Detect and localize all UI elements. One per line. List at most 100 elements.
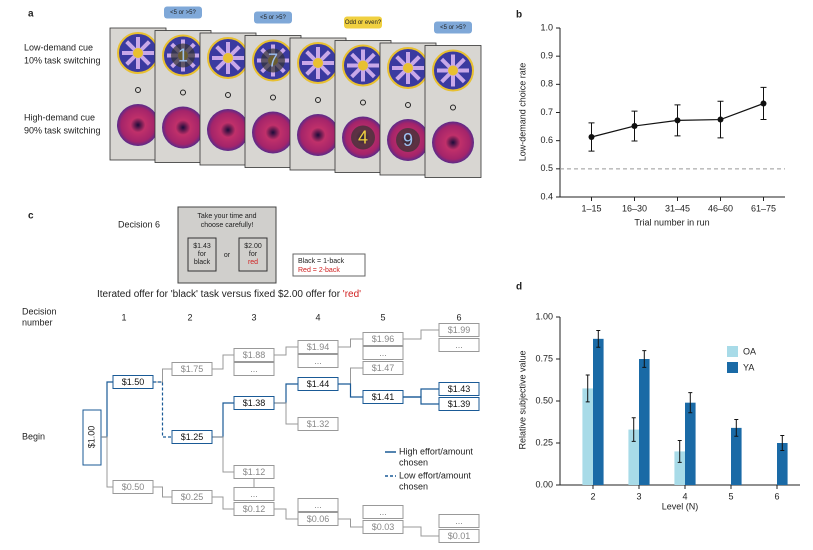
y-tick-label: 0.00 bbox=[535, 479, 553, 489]
fixation bbox=[180, 89, 186, 96]
instruction: choose carefully! bbox=[201, 222, 254, 229]
panel-c: Decision 6 Take your time and choose caref… bbox=[22, 206, 480, 543]
tree-edge bbox=[403, 329, 439, 340]
y-tick-label: 0.8 bbox=[540, 79, 553, 89]
cue-detail: 10% task switching bbox=[24, 55, 101, 65]
cue-center bbox=[223, 53, 233, 63]
prompt-bubble bbox=[254, 11, 292, 24]
error-bar bbox=[677, 439, 682, 463]
fixation bbox=[135, 87, 141, 93]
node-box bbox=[233, 396, 275, 410]
x-axis-title: Trial number in run bbox=[634, 217, 709, 227]
prompt: <5 or >5? bbox=[260, 15, 286, 21]
cue-title: Low-demand cue bbox=[24, 42, 93, 52]
node: $1.38 bbox=[243, 398, 266, 408]
instruction: Take your time and bbox=[197, 213, 256, 220]
prompt: Odd or even? bbox=[345, 20, 382, 26]
bar bbox=[628, 429, 639, 485]
point bbox=[760, 100, 767, 107]
node: $1.99 bbox=[448, 325, 471, 335]
offer-red: $2.00 bbox=[244, 243, 262, 250]
node: $1.25 bbox=[181, 432, 204, 442]
caption-part: 'red' bbox=[343, 289, 361, 300]
offer-black: $1.43 bbox=[193, 243, 211, 250]
error-bar bbox=[642, 350, 647, 368]
node-box bbox=[233, 487, 275, 501]
x-tick-label: 3 bbox=[636, 491, 641, 501]
cue-center bbox=[403, 63, 413, 73]
tree-edge bbox=[212, 354, 234, 370]
y-axis-title: Relative subjective value bbox=[517, 350, 527, 449]
tree-edge bbox=[338, 518, 363, 528]
x-tick-label: 4 bbox=[682, 491, 687, 501]
point bbox=[631, 123, 638, 130]
bar bbox=[685, 402, 696, 485]
begin: Begin bbox=[22, 431, 45, 441]
digit: 1 bbox=[178, 45, 188, 65]
x-tick-label: 6 bbox=[774, 491, 779, 501]
node: ... bbox=[314, 356, 322, 366]
node: ... bbox=[455, 340, 463, 350]
cue-center bbox=[133, 48, 143, 58]
cue-title: High-demand cue bbox=[24, 112, 95, 122]
y-tick-label: 0.50 bbox=[535, 395, 553, 405]
offer-black: black bbox=[194, 259, 211, 266]
node-box bbox=[362, 390, 404, 404]
node: ... bbox=[455, 516, 463, 526]
digit-disc bbox=[351, 125, 375, 150]
node-box bbox=[438, 338, 480, 352]
prompt-bubble bbox=[434, 21, 472, 34]
node: $1.44 bbox=[307, 379, 330, 389]
node-box bbox=[362, 346, 404, 360]
node: $1.47 bbox=[372, 363, 395, 373]
error-bar bbox=[688, 392, 693, 414]
legend-label: High effort/amount bbox=[399, 446, 473, 456]
node-box bbox=[233, 348, 275, 362]
node-box bbox=[362, 332, 404, 346]
point bbox=[588, 134, 595, 141]
y-tick-label: 0.75 bbox=[535, 353, 553, 363]
cue-bottom bbox=[117, 104, 159, 146]
offer-box bbox=[187, 237, 217, 272]
node: $0.03 bbox=[372, 522, 395, 532]
y-tick-label: 0.4 bbox=[540, 191, 553, 201]
decision-header: Decision bbox=[22, 306, 57, 316]
tree-edge bbox=[212, 496, 234, 510]
x-tick-label: 46–60 bbox=[708, 203, 733, 213]
panel-label: d bbox=[516, 282, 522, 293]
panel-label: c bbox=[28, 211, 34, 222]
cue-center bbox=[448, 65, 458, 76]
node: ... bbox=[379, 348, 387, 358]
y-tick-label: 0.25 bbox=[535, 437, 553, 447]
fixation bbox=[450, 104, 456, 111]
point bbox=[674, 117, 681, 124]
node-box bbox=[362, 520, 404, 534]
legend-swatch bbox=[727, 362, 738, 373]
node-box bbox=[297, 498, 339, 512]
key-box bbox=[292, 253, 366, 277]
y-tick-label: 0.7 bbox=[540, 107, 553, 117]
x-tick-label: 61–75 bbox=[751, 203, 776, 213]
node: $0.01 bbox=[448, 531, 471, 541]
fixation bbox=[405, 102, 411, 108]
cue-bottom bbox=[432, 121, 474, 164]
prompt: <5 or >5? bbox=[170, 10, 196, 16]
cue-detail: 90% task switching bbox=[24, 125, 101, 135]
panel-a: Low-demand cue 10% task switching High-dem… bbox=[24, 6, 482, 178]
node: $0.25 bbox=[181, 492, 204, 502]
panel-label: a bbox=[28, 9, 34, 20]
node-box bbox=[233, 362, 275, 376]
cue-bottom bbox=[297, 114, 339, 156]
node: $1.43 bbox=[448, 384, 471, 394]
legend-label: chosen bbox=[399, 481, 428, 491]
tree-edge bbox=[403, 388, 439, 398]
error-bar bbox=[596, 329, 601, 348]
caption: Iterated offer for 'black' task versus f… bbox=[97, 289, 361, 300]
node: $1.12 bbox=[243, 467, 266, 477]
cue-bottom bbox=[252, 111, 294, 154]
tree-edge bbox=[153, 381, 172, 438]
y-tick-label: 0.9 bbox=[540, 51, 553, 61]
prompt: <5 or >5? bbox=[440, 25, 466, 31]
offer-red: for bbox=[249, 251, 258, 258]
key: Black = 1-back bbox=[298, 258, 345, 265]
